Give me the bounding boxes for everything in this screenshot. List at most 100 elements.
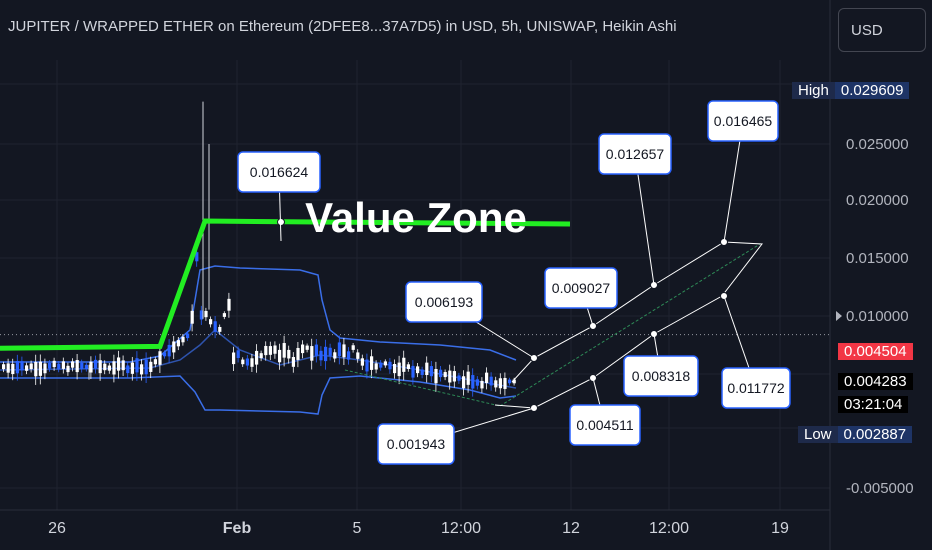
candle-body <box>241 359 245 365</box>
candle-body <box>264 345 268 356</box>
callout-label: 0.006193 <box>415 294 474 310</box>
candle-body <box>71 361 75 368</box>
y-tick-label: 0.015000 <box>846 250 909 267</box>
candle-body <box>107 365 111 371</box>
callout-box <box>405 281 483 323</box>
candle-body <box>480 380 484 389</box>
candle-body <box>324 346 328 362</box>
candle-body <box>434 369 438 384</box>
candle-body <box>25 365 29 371</box>
candle-body <box>144 359 148 375</box>
y-tick-label: 0.025000 <box>846 136 909 153</box>
candle-body <box>126 365 130 374</box>
candle-body <box>475 379 479 386</box>
candle-body <box>273 345 277 354</box>
candle-body <box>360 358 364 366</box>
x-tick-label: 12:00 <box>649 520 689 537</box>
y-tick-label: 0.010000 <box>846 308 909 325</box>
value-zone-line <box>0 218 571 351</box>
trendline <box>499 243 761 407</box>
candle-body <box>439 369 443 378</box>
candle-body <box>135 358 139 373</box>
candle-body <box>84 364 88 370</box>
candle-body <box>268 346 272 355</box>
candle-body <box>153 359 157 365</box>
candle-body <box>457 375 461 381</box>
candle-body <box>34 361 38 377</box>
candle-body <box>383 361 387 366</box>
candle-body <box>314 344 318 356</box>
x-tick-label: 12:00 <box>441 520 481 537</box>
candle-body <box>209 319 213 325</box>
candle-body <box>443 372 447 378</box>
candle-body <box>52 360 56 368</box>
candles <box>2 101 516 397</box>
candle-body <box>393 364 397 374</box>
callout-box <box>721 367 791 409</box>
candle-body <box>38 361 42 376</box>
candle-body <box>181 336 185 343</box>
candle-body <box>255 350 259 365</box>
candle-body <box>448 370 452 383</box>
candle-body <box>245 358 249 366</box>
currency-button[interactable]: USD <box>838 8 926 52</box>
callout-box <box>544 267 618 309</box>
candle-body <box>98 360 102 374</box>
candle-body <box>319 350 323 361</box>
callout-label: 0.001943 <box>387 436 446 452</box>
candle-body <box>498 378 502 389</box>
low-tag: Low 0.002887 <box>798 424 913 446</box>
candle-body <box>287 349 291 359</box>
candle-body <box>103 363 107 371</box>
current-price-tag: 0.004283 <box>838 371 913 393</box>
countdown-tag: 03:21:04 <box>838 394 909 416</box>
candle-body <box>485 372 489 384</box>
candle-body <box>429 366 433 377</box>
candle-body <box>222 313 226 317</box>
candle-body <box>176 340 180 347</box>
candle-body <box>218 326 222 332</box>
candle-body <box>190 310 194 324</box>
candle-body <box>158 351 162 365</box>
callout-box <box>237 151 321 193</box>
candle-body <box>489 376 493 386</box>
candle-body <box>89 361 93 373</box>
candle-body <box>195 252 199 262</box>
candle-body <box>347 351 351 360</box>
trendline <box>344 369 501 407</box>
last-price-tag: 0.004504 <box>838 341 913 363</box>
y-tick-label: -0.005000 <box>846 480 914 497</box>
chart-title: JUPITER / WRAPPED ETHER on Ethereum (2DF… <box>8 18 677 35</box>
candle-body <box>29 363 33 370</box>
callout-label: 0.012657 <box>606 146 665 162</box>
candle-body <box>199 310 203 320</box>
candle-body <box>337 342 341 357</box>
candle-body <box>388 361 392 370</box>
candle-body <box>66 365 70 373</box>
candle-body <box>508 379 512 384</box>
candle-body <box>6 363 10 373</box>
candle-body <box>213 321 217 332</box>
candle-body <box>20 361 24 371</box>
value-zone <box>0 218 761 407</box>
callout-label: 0.004511 <box>576 417 634 433</box>
candle-body <box>402 357 406 372</box>
candle-body <box>57 363 61 370</box>
callout-label: 0.016624 <box>250 164 309 180</box>
candle-body <box>75 360 79 373</box>
callout-box <box>598 133 672 175</box>
candle-body <box>452 371 456 382</box>
candle-body <box>43 363 47 374</box>
candle-body <box>282 343 286 358</box>
y-tick-marker <box>836 311 842 321</box>
candle-body <box>374 363 378 370</box>
callout-label: 0.016465 <box>714 113 773 129</box>
last-price-value: 0.004504 <box>838 343 913 360</box>
candle-body <box>328 347 332 356</box>
candle-body <box>370 356 374 370</box>
candle-body <box>259 353 263 359</box>
candle-body <box>379 362 383 368</box>
candle-body <box>310 346 314 361</box>
